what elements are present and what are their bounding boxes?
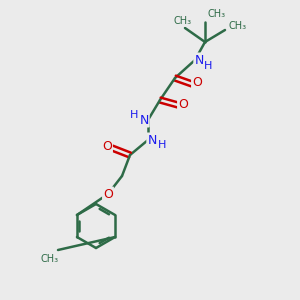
Text: N: N <box>139 113 149 127</box>
Text: H: H <box>130 110 138 120</box>
Text: O: O <box>103 188 113 200</box>
Text: CH₃: CH₃ <box>229 21 247 31</box>
Text: O: O <box>102 140 112 152</box>
Text: CH₃: CH₃ <box>208 9 226 19</box>
Text: N: N <box>147 134 157 146</box>
Text: N: N <box>194 53 204 67</box>
Text: H: H <box>158 140 166 150</box>
Text: O: O <box>178 98 188 110</box>
Text: H: H <box>204 61 212 71</box>
Text: CH₃: CH₃ <box>41 254 59 264</box>
Text: CH₃: CH₃ <box>174 16 192 26</box>
Text: O: O <box>192 76 202 89</box>
